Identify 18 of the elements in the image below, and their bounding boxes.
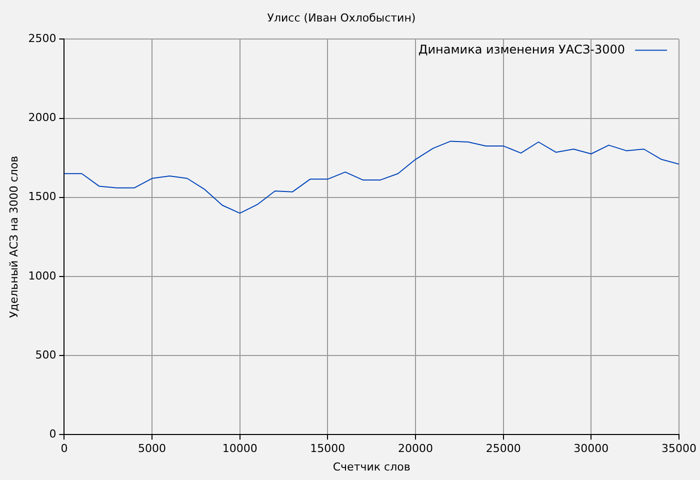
- x-tick-label: 25000: [486, 442, 521, 456]
- y-tick-label: 2000: [28, 111, 56, 124]
- y-axis-title: Удельный АСЗ на 3000 слов: [7, 156, 20, 318]
- y-tick-label: 2500: [28, 32, 56, 46]
- x-tick-label: 10000: [222, 442, 258, 456]
- x-tick-label: 5000: [138, 442, 166, 456]
- y-tick-label: 1500: [28, 190, 56, 204]
- x-tick-label: 35000: [662, 442, 696, 456]
- chart-title: Улисс (Иван Охлобыстин): [267, 11, 416, 24]
- x-tick-label: 20000: [398, 442, 434, 456]
- legend-label: Динамика изменения УАСЗ-3000: [418, 42, 625, 56]
- y-tick-label: 500: [35, 348, 56, 362]
- x-axis-title: Счетчик слов: [332, 460, 410, 474]
- x-tick-label: 30000: [574, 442, 609, 456]
- y-tick-label: 0: [49, 427, 56, 440]
- x-tick-label: 0: [60, 442, 68, 456]
- y-tick-label: 1000: [28, 269, 56, 282]
- x-tick-label: 15000: [310, 442, 346, 456]
